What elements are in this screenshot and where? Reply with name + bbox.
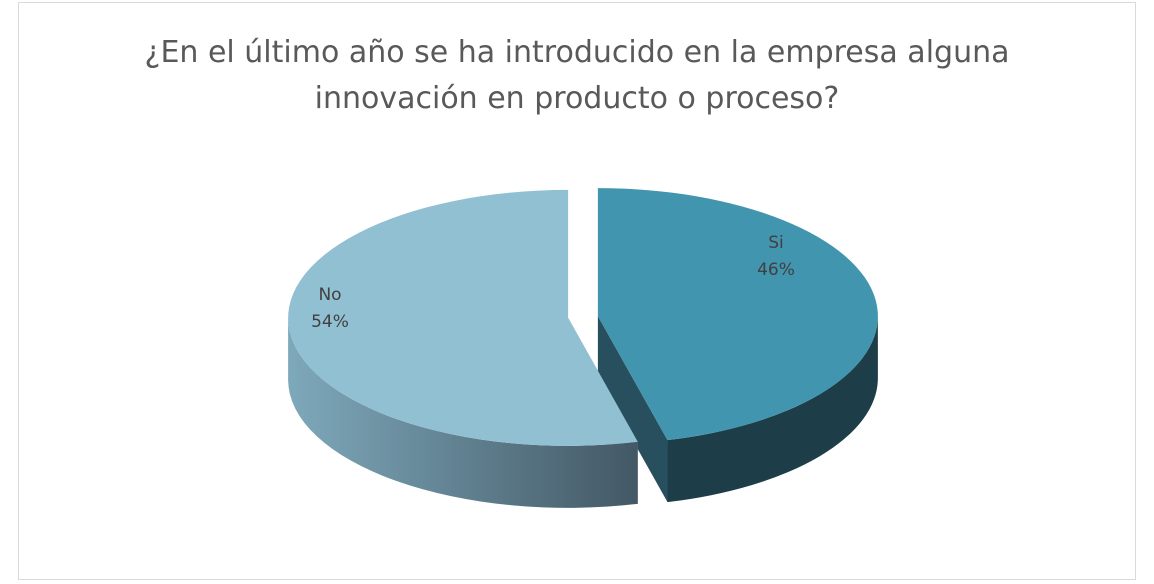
- slice: [288, 189, 638, 446]
- chart-title: ¿En el último año se ha introducido en l…: [144, 35, 1010, 116]
- category-label: Si: [768, 233, 784, 253]
- slice-face: [597, 316, 668, 503]
- value-label: 46%: [757, 260, 795, 280]
- slice-side: [288, 317, 638, 508]
- category-label: No: [318, 285, 341, 305]
- slice: [597, 188, 878, 441]
- slice-side: [667, 316, 878, 503]
- value-label: 54%: [311, 312, 349, 332]
- chart-frame: [18, 2, 1136, 580]
